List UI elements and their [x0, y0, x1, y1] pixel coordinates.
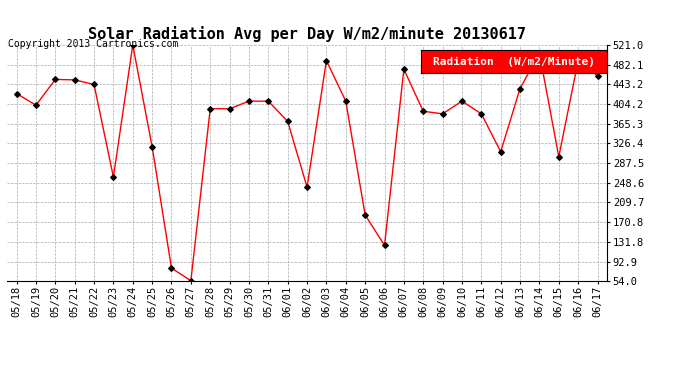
Point: [398, 66, 409, 72]
Title: Solar Radiation Avg per Day W/m2/minute 20130617: Solar Radiation Avg per Day W/m2/minute …: [88, 27, 526, 42]
Point: [302, 184, 313, 190]
Point: [379, 242, 390, 248]
Point: [457, 98, 468, 104]
Point: [340, 98, 351, 104]
Point: [69, 77, 80, 83]
Point: [146, 144, 157, 150]
Point: [11, 91, 22, 97]
Point: [417, 108, 428, 114]
Point: [88, 81, 99, 87]
Text: Copyright 2013 Cartronics.com: Copyright 2013 Cartronics.com: [8, 39, 179, 50]
Point: [321, 58, 332, 64]
Point: [515, 86, 526, 92]
Point: [534, 50, 545, 56]
Point: [359, 212, 371, 218]
Point: [437, 111, 448, 117]
Point: [127, 42, 138, 48]
Point: [108, 174, 119, 180]
Point: [282, 118, 293, 124]
Point: [476, 111, 487, 117]
Point: [205, 106, 216, 112]
Point: [244, 98, 255, 104]
Point: [224, 106, 235, 112]
Point: [592, 73, 603, 79]
Point: [495, 149, 506, 155]
Point: [50, 76, 61, 82]
Point: [553, 154, 564, 160]
Point: [263, 98, 274, 104]
Point: [30, 102, 41, 108]
Point: [573, 58, 584, 64]
Point: [186, 278, 197, 284]
Point: [166, 265, 177, 271]
